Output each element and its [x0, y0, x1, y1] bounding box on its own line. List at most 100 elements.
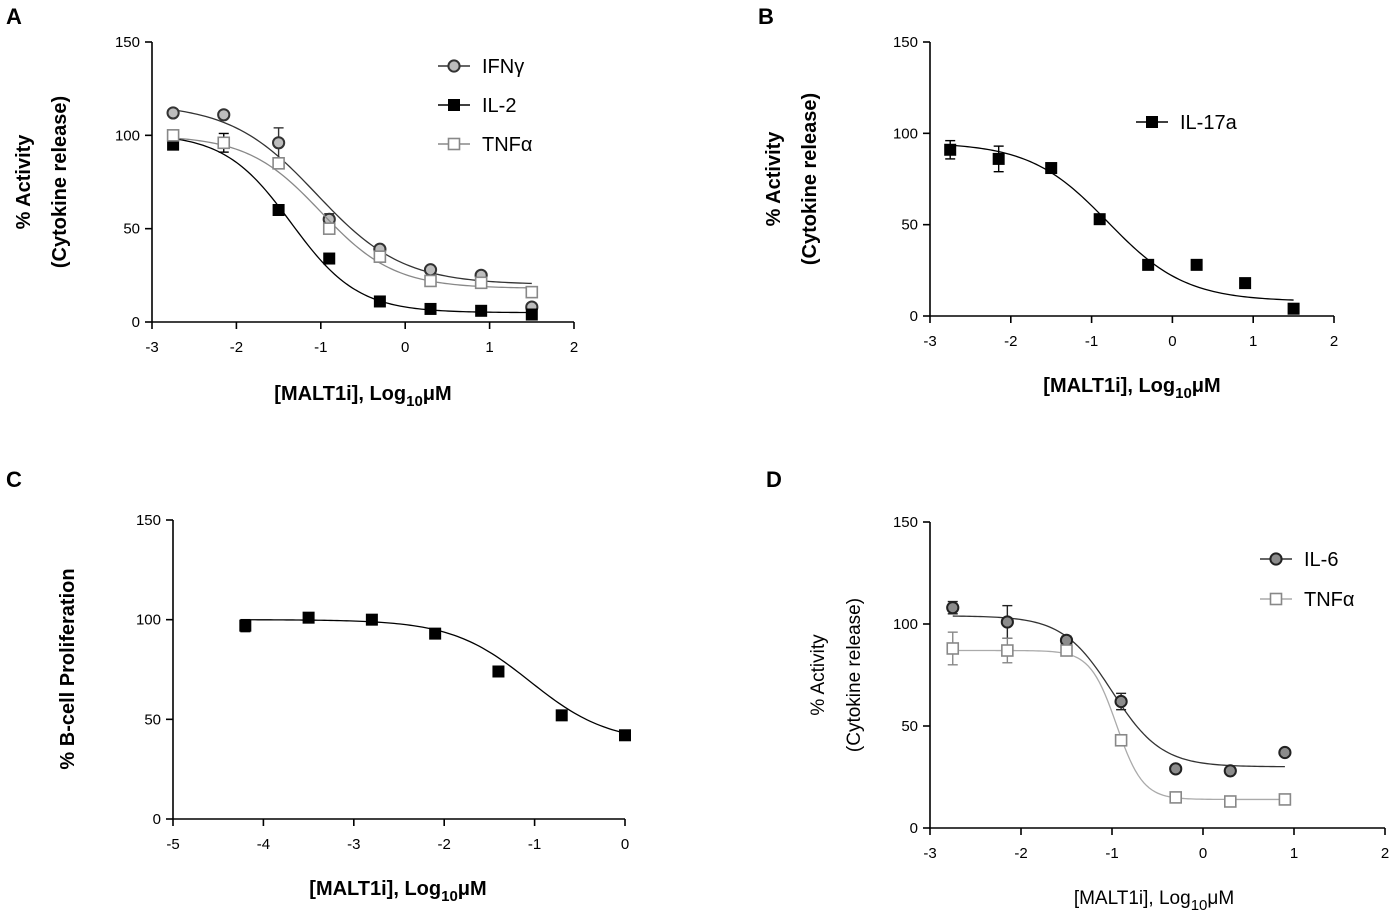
- y-axis-title-a: % Activity: [13, 134, 35, 230]
- x-tick-label-b: 2: [1330, 333, 1338, 350]
- y-axis-subtitle-d: (Cytokine release): [844, 598, 865, 752]
- data-point-d-il-6: [946, 601, 960, 615]
- legend-item-d-tnf-: TNFα: [1260, 589, 1354, 611]
- data-point-d-il-6: [1223, 764, 1237, 778]
- legend-item-a-tnf-: TNFα: [438, 134, 532, 156]
- data-point-a-il-2: [525, 308, 538, 321]
- y-axis-subtitle-a: (Cytokine release): [49, 96, 71, 268]
- chart-b-svg: B 0 50 100 150 -3 -2 -1 0 1 2 [MALT1i], Log10μM % Ac…: [758, 4, 1338, 402]
- y-tick-label-a: 0: [132, 314, 140, 331]
- data-point-a-ifn-: [272, 136, 286, 150]
- y-tick-label-d: 50: [901, 718, 918, 735]
- fit-curve-b-il-17a: [950, 144, 1294, 301]
- data-point-c-b-cell: [429, 627, 442, 640]
- data-point-a-il-2: [475, 304, 488, 317]
- y-tick-label-b: 0: [910, 308, 918, 325]
- x-tick-label-b: -2: [1004, 333, 1017, 350]
- y-tick-label-b: 50: [901, 217, 918, 234]
- data-point-a-il-2: [373, 295, 386, 308]
- panel-a: A 0 50 100 150 -3 -2 -1 0 1 2 [MALT1i], Log10μM % Ac…: [0, 0, 600, 440]
- x-tick-label-b: 0: [1168, 333, 1176, 350]
- y-tick-label-c: 0: [153, 811, 161, 828]
- legend-label-a-tnf-: TNFα: [482, 134, 532, 156]
- data-point-a-tnf-: [373, 250, 387, 263]
- y-tick-label-c: 50: [144, 711, 161, 728]
- chart-d-svg: D 0 50 100 150 -3 -2 -1 0 1 2 [MALT1i], Log10μM % Ac…: [766, 467, 1389, 914]
- data-point-a-tnf-: [424, 274, 437, 288]
- x-tick-label-b: -1: [1085, 333, 1098, 350]
- legend-label-d-tnf-: TNFα: [1304, 589, 1354, 611]
- data-point-b-il-17a: [1093, 213, 1106, 226]
- data-point-d-tnf-: [1278, 793, 1292, 806]
- legend-label-a-il-2: IL-2: [482, 95, 516, 117]
- series-a-il-2: [167, 132, 538, 321]
- data-point-c-b-cell: [365, 613, 378, 626]
- y-tick-label-d: 0: [910, 820, 918, 837]
- x-tick-label-b: 1: [1249, 333, 1257, 350]
- x-tick-label-a: 0: [401, 339, 409, 356]
- data-point-a-il-2: [424, 302, 437, 315]
- data-point-c-b-cell: [619, 729, 631, 742]
- x-axis-title-b: [MALT1i], Log10μM: [1043, 375, 1220, 402]
- data-point-b-il-17a: [1239, 277, 1252, 290]
- data-point-d-il-6: [1169, 762, 1183, 776]
- y-tick-label-c: 150: [136, 512, 161, 529]
- y-axis-title-b: % Activity: [763, 131, 785, 227]
- series-a-ifn-: [166, 106, 539, 314]
- data-point-b-il-17a: [944, 143, 957, 156]
- x-tick-label-d: -1: [1105, 845, 1118, 862]
- x-tick-label-b: -3: [923, 333, 936, 350]
- x-axis-title-c: [MALT1i], Log10μM: [309, 878, 486, 905]
- data-point-a-ifn-: [423, 263, 438, 277]
- fit-curve-a-tnf-: [173, 137, 532, 289]
- chart-a-svg: A 0 50 100 150 -3 -2 -1 0 1 2 [MALT1i], Log10μM % Ac…: [6, 4, 578, 410]
- y-tick-label-a: 100: [115, 127, 140, 144]
- data-point-d-tnf-: [1114, 733, 1128, 747]
- series-d-tnf-: [946, 631, 1292, 808]
- x-tick-label-c: -2: [438, 836, 451, 853]
- data-point-a-tnf-: [217, 136, 231, 150]
- data-point-a-tnf-: [166, 129, 180, 142]
- x-tick-label-a: 2: [570, 339, 578, 356]
- data-point-a-tnf-: [272, 157, 285, 170]
- legend-label-a-ifn-: IFNγ: [482, 56, 524, 78]
- x-axis-title-d: [MALT1i], Log10μM: [1074, 888, 1234, 914]
- data-point-d-tnf-: [1169, 791, 1183, 804]
- legend-marker-a-il-2: [448, 99, 460, 111]
- legend-item-b-il-17a: IL-17a: [1136, 112, 1238, 134]
- series-b-il-17a: [944, 139, 1300, 315]
- legend-label-d-il-6: IL-6: [1304, 549, 1338, 571]
- x-tick-label-d: -2: [1014, 845, 1027, 862]
- panel-label-c: C: [6, 467, 22, 492]
- y-axis-title-c: % B-cell Proliferation: [57, 568, 79, 769]
- data-point-b-il-17a: [1190, 258, 1203, 271]
- chart-c-svg: C 0 50 100 150 -5 -4 -3 -2 -1 0 [MALT1i], Log10μM % …: [6, 467, 631, 905]
- y-tick-label-d: 100: [893, 616, 918, 633]
- x-tick-label-c: -3: [347, 836, 360, 853]
- data-point-c-b-cell: [302, 611, 315, 624]
- data-point-a-il-2: [323, 252, 336, 265]
- data-point-a-il-2: [272, 204, 285, 216]
- y-tick-label-d: 150: [893, 514, 918, 531]
- data-point-b-il-17a: [992, 152, 1005, 165]
- y-axis-subtitle-b: (Cytokine release): [799, 93, 821, 265]
- panel-b: B 0 50 100 150 -3 -2 -1 0 1 2 [MALT1i], Log10μM % Ac…: [700, 0, 1396, 440]
- data-point-d-il-6: [1000, 615, 1014, 629]
- panel-c: C 0 50 100 150 -5 -4 -3 -2 -1 0 [MALT1i], Log10μM % …: [0, 455, 680, 917]
- y-tick-label-a: 150: [115, 34, 140, 51]
- data-point-a-ifn-: [217, 108, 231, 122]
- panel-label-a: A: [6, 4, 22, 29]
- x-tick-label-c: -5: [166, 836, 179, 853]
- y-tick-label-c: 100: [136, 612, 161, 629]
- x-tick-label-d: 0: [1199, 845, 1207, 862]
- legend-marker-d-il-6: [1269, 552, 1283, 566]
- legend-label-b-il-17a: IL-17a: [1180, 112, 1238, 134]
- x-tick-label-c: -4: [257, 836, 270, 853]
- legend-marker-a-tnf-: [447, 137, 461, 151]
- legend-item-a-ifn-: IFNγ: [438, 56, 524, 78]
- data-point-d-tnf-: [1060, 644, 1073, 657]
- panel-label-b: B: [758, 4, 774, 29]
- data-point-d-tnf-: [946, 642, 960, 655]
- x-tick-label-a: -3: [145, 339, 158, 356]
- data-point-c-b-cell: [492, 665, 505, 678]
